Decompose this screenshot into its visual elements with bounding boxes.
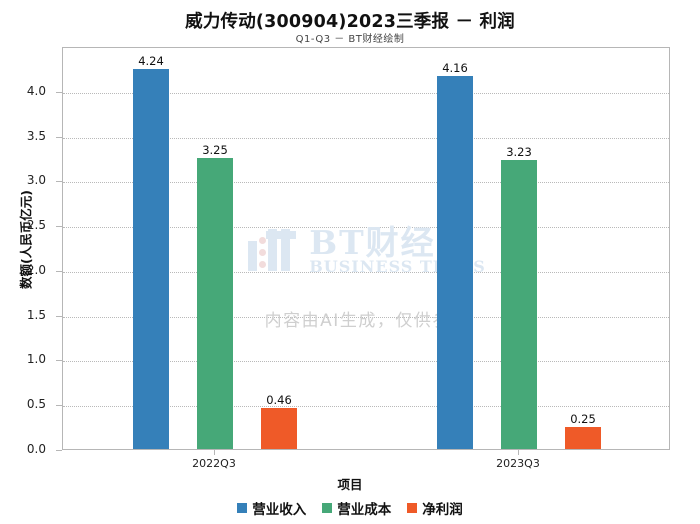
bar-value-label: 3.25 — [202, 142, 228, 157]
bt-logo-icon — [248, 228, 300, 273]
gridline — [63, 227, 669, 229]
y-axis-tick-mark — [56, 450, 62, 451]
y-axis-tick-label: 1.0 — [26, 352, 46, 367]
legend-swatch — [322, 503, 333, 513]
y-axis-tick-label: 3.5 — [26, 128, 46, 143]
legend-label: 净利润 — [422, 502, 463, 518]
y-axis-tick-label: 2.5 — [26, 218, 46, 233]
legend-item[interactable]: 营业成本 — [322, 498, 391, 518]
y-axis-tick-label: 0.0 — [26, 442, 46, 456]
bar-value-label: 0.46 — [266, 392, 292, 407]
gridline — [63, 92, 669, 94]
bar-value-label: 4.16 — [442, 61, 468, 76]
x-axis-tick-label: 2023Q3 — [496, 457, 540, 470]
bar[interactable] — [437, 76, 473, 449]
legend-label: 营业收入 — [252, 502, 307, 518]
bar[interactable] — [261, 407, 297, 449]
y-axis-tick-label: 3.0 — [26, 173, 46, 188]
x-axis-tick-mark — [214, 450, 215, 455]
x-axis-title: 项目 — [337, 477, 363, 492]
gridline — [63, 271, 669, 273]
y-axis-tick-mark — [56, 360, 62, 362]
bar[interactable] — [197, 157, 233, 449]
chart-subtitle: Q1-Q3 － BT财经绘制 — [295, 34, 405, 45]
y-axis-tick-label: 1.5 — [26, 307, 46, 322]
y-axis-tick-mark — [56, 405, 62, 407]
bar[interactable] — [565, 426, 601, 449]
gridline — [63, 182, 669, 184]
legend-label: 营业成本 — [337, 502, 392, 518]
chart-title: 威力传动(300904)2023三季报 － 利润 — [185, 12, 515, 32]
y-axis-tick-mark — [56, 226, 62, 228]
y-axis-title: 数额(人民币亿元) — [18, 190, 34, 289]
legend-swatch — [407, 503, 418, 513]
y-axis-tick-label: 2.0 — [26, 262, 46, 277]
watermark-brand: BT财经 — [309, 223, 436, 262]
bar-value-label: 4.24 — [138, 54, 164, 69]
gridline — [63, 361, 669, 363]
bar-value-label: 3.23 — [506, 144, 532, 159]
y-axis-tick-mark — [56, 315, 62, 317]
y-axis-tick-mark — [56, 136, 62, 138]
bar[interactable] — [133, 69, 169, 449]
legend-swatch — [237, 503, 248, 513]
plot-area: BT财经 BUSINESS TIMES 内容由AI生成，仅供参考 4.24 3.2… — [62, 47, 670, 450]
chart-legend: 营业收入 营业成本 净利润 — [0, 498, 700, 518]
legend-item[interactable]: 净利润 — [407, 498, 463, 518]
gridline — [63, 137, 669, 139]
y-axis-tick-mark — [56, 270, 62, 272]
y-axis-tick-label: 0.5 — [26, 397, 46, 412]
bar-value-label: 0.25 — [570, 411, 596, 426]
y-axis-tick-mark — [56, 91, 62, 93]
gridline — [63, 406, 669, 408]
gridline — [63, 316, 669, 318]
x-axis-tick-label: 2022Q3 — [192, 457, 236, 470]
y-axis-tick-mark — [56, 181, 62, 183]
y-axis-tick-label: 4.0 — [26, 83, 46, 98]
x-axis-tick-mark — [518, 450, 519, 455]
legend-item[interactable]: 营业收入 — [237, 498, 306, 518]
bar[interactable] — [501, 159, 537, 449]
